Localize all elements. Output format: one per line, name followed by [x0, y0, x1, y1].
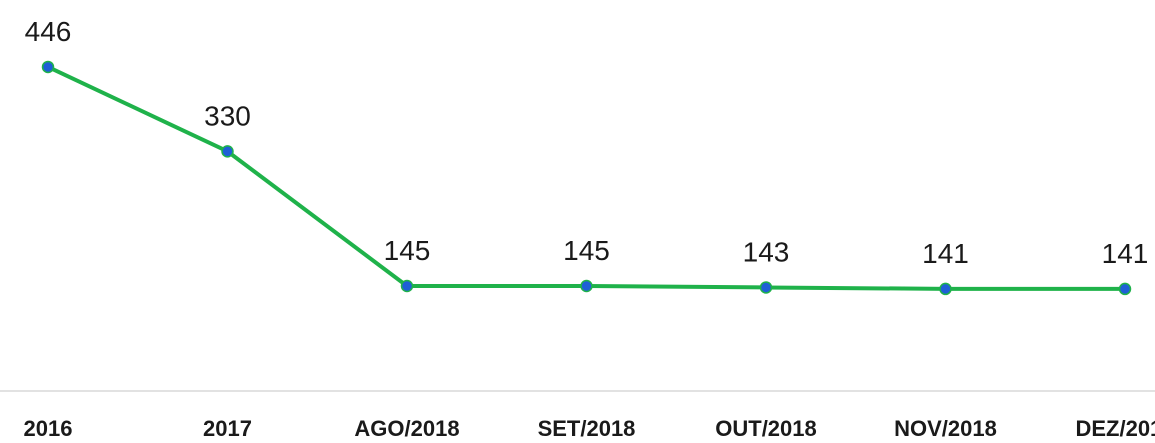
- x-tick-label: OUT/2018: [715, 416, 817, 441]
- x-tick-label: 2016: [24, 416, 73, 441]
- data-label: 145: [563, 235, 610, 266]
- x-tick-label: NOV/2018: [894, 416, 997, 441]
- x-tick-label: SET/2018: [538, 416, 636, 441]
- data-label: 446: [25, 16, 72, 47]
- data-point: [580, 279, 593, 293]
- data-label: 141: [1102, 238, 1149, 269]
- data-label: 330: [204, 100, 251, 131]
- x-tick-label: 2017: [203, 416, 252, 441]
- x-tick-label: DEZ/2018: [1075, 416, 1155, 441]
- data-point: [939, 282, 952, 296]
- data-label: 143: [743, 236, 790, 267]
- data-label: 141: [922, 238, 969, 269]
- data-point: [221, 145, 234, 158]
- x-tick-label: AGO/2018: [354, 416, 459, 441]
- data-point: [400, 279, 414, 293]
- data-label: 145: [384, 235, 431, 266]
- data-point: [759, 281, 773, 294]
- data-point: [1118, 282, 1132, 296]
- data-point: [41, 60, 55, 74]
